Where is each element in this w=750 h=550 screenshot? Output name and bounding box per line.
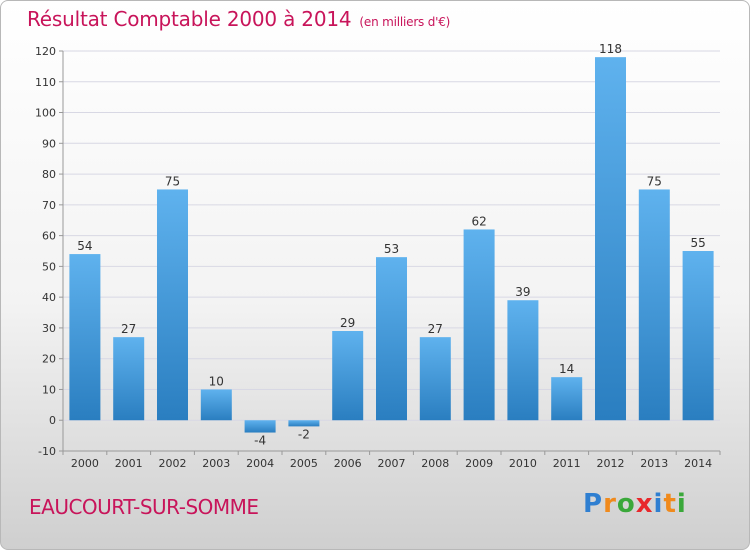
logo-letter: P bbox=[583, 489, 604, 519]
axes: -10 0 10 20 30 40 50 60 70 80 90 100 110 120 2000 2001 2… bbox=[35, 45, 721, 470]
data-label-2007: 53 bbox=[384, 242, 399, 256]
logo-letter: t bbox=[663, 489, 677, 519]
data-label-2001: 27 bbox=[121, 322, 136, 336]
y-tick-label: -10 bbox=[38, 445, 56, 458]
y-tick-label: 100 bbox=[35, 107, 56, 120]
x-tick-label: 2002 bbox=[159, 457, 187, 470]
bar-2006 bbox=[332, 331, 364, 421]
x-tick-label: 2007 bbox=[378, 457, 406, 470]
bar-2004 bbox=[244, 420, 276, 433]
data-label-2008: 27 bbox=[428, 322, 443, 336]
bar-2012 bbox=[595, 57, 626, 421]
bar-2005 bbox=[288, 420, 320, 427]
bar-2010 bbox=[507, 300, 539, 421]
data-label-2012: 118 bbox=[599, 42, 622, 56]
x-tick-label: 2014 bbox=[684, 457, 712, 470]
y-tick-label: 20 bbox=[42, 353, 56, 366]
bar-2003 bbox=[200, 389, 232, 421]
y-tick-label: 70 bbox=[42, 199, 56, 212]
bar-2013 bbox=[638, 189, 670, 421]
x-tick-label: 2003 bbox=[202, 457, 230, 470]
logo-letter: i bbox=[676, 489, 687, 519]
x-tick-label: 2004 bbox=[246, 457, 274, 470]
y-tick-label: 90 bbox=[42, 137, 56, 150]
x-tick-label: 2011 bbox=[553, 457, 581, 470]
data-label-2000: 54 bbox=[77, 239, 92, 253]
proxiti-logo: Proxiti bbox=[583, 489, 687, 519]
y-tick-label: 120 bbox=[35, 45, 56, 58]
data-label-2011: 14 bbox=[559, 362, 574, 376]
bar-2007 bbox=[376, 257, 407, 421]
x-tick-label: 2010 bbox=[509, 457, 537, 470]
data-label-2006: 29 bbox=[340, 316, 355, 330]
bar-2014 bbox=[682, 251, 714, 421]
bar-2008 bbox=[419, 337, 451, 421]
y-tick-label: 0 bbox=[49, 414, 56, 427]
y-tick-label: 80 bbox=[42, 168, 56, 181]
y-tick-label: 40 bbox=[42, 291, 56, 304]
x-tick-label: 2006 bbox=[334, 457, 362, 470]
y-tick-label: 60 bbox=[42, 230, 56, 243]
x-tick-label: 2008 bbox=[421, 457, 449, 470]
x-tick-label: 2013 bbox=[640, 457, 668, 470]
logo-letter: o bbox=[616, 489, 636, 519]
data-label-2009: 62 bbox=[471, 214, 486, 228]
data-label-2005: -2 bbox=[298, 427, 310, 441]
data-label-2004: -4 bbox=[254, 434, 266, 448]
chart-subtitle: (en milliers d'€) bbox=[359, 15, 451, 29]
logo-letter: r bbox=[603, 489, 617, 519]
bars bbox=[69, 57, 714, 433]
y-tick-label: 110 bbox=[35, 76, 56, 89]
x-tick-label: 2001 bbox=[115, 457, 143, 470]
x-tick-label: 2012 bbox=[597, 457, 625, 470]
y-tick-label: 50 bbox=[42, 260, 56, 273]
data-label-2014: 55 bbox=[690, 236, 705, 250]
bar-2000 bbox=[69, 254, 101, 421]
x-tick-label: 2009 bbox=[465, 457, 493, 470]
y-tick-label: 30 bbox=[42, 322, 56, 335]
commune-name: EAUCOURT-SUR-SOMME bbox=[29, 495, 259, 519]
bar-2011 bbox=[551, 377, 583, 421]
x-tick-label: 2000 bbox=[71, 457, 99, 470]
data-labels: 54 27 75 10 -4 -2 29 53 27 62 39 14 118 75 55 bbox=[77, 42, 705, 447]
logo-letter: x bbox=[635, 489, 654, 519]
bar-2002 bbox=[157, 189, 188, 421]
y-tick-label: 10 bbox=[42, 383, 56, 396]
x-tick-label: 2005 bbox=[290, 457, 318, 470]
chart-title-text: Résultat Comptable 2000 à 2014 bbox=[27, 7, 352, 31]
data-label-2002: 75 bbox=[165, 174, 180, 188]
bar-2009 bbox=[463, 229, 495, 421]
data-label-2003: 10 bbox=[209, 374, 224, 388]
data-label-2013: 75 bbox=[647, 174, 662, 188]
chart-title: Résultat Comptable 2000 à 2014 (en millie… bbox=[27, 7, 450, 31]
logo-letter: i bbox=[653, 489, 664, 519]
bar-2001 bbox=[113, 337, 145, 421]
data-label-2010: 39 bbox=[515, 285, 530, 299]
